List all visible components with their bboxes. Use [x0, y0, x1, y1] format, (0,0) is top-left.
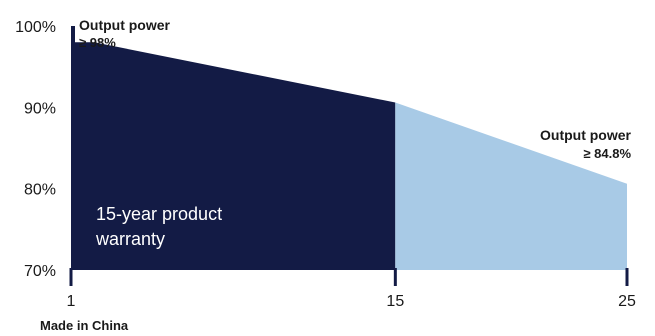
x-tick-label-25: 25 — [618, 293, 636, 310]
chart-areas — [71, 26, 627, 270]
x-tick-label-1: 1 — [67, 293, 76, 310]
warranty-label-line1: 15-year product — [96, 204, 222, 224]
y-tick-label-90: 90% — [24, 100, 56, 117]
y-tick-label-80: 80% — [24, 182, 56, 199]
x-axis-labels: 1 15 25 — [67, 293, 636, 310]
y-tick-label-70: 70% — [24, 263, 56, 280]
extended-area — [395, 102, 627, 270]
end-annotation-line2: ≥ 84.8% — [583, 146, 631, 161]
end-annotation-line1: Output power — [540, 127, 632, 143]
y-tick-label-100: 100% — [15, 19, 56, 36]
start-annotation-line1: Output power — [79, 17, 171, 33]
made-in-china-label: Made in China — [40, 318, 129, 333]
start-annotation-line2: ≥ 98% — [79, 35, 116, 50]
y-axis-labels: 70% 80% 90% 100% — [15, 19, 56, 280]
x-axis-ticks — [69, 268, 629, 286]
warranty-area — [71, 26, 396, 270]
x-tick-label-15: 15 — [386, 293, 404, 310]
warranty-label-line2: warranty — [95, 229, 165, 249]
